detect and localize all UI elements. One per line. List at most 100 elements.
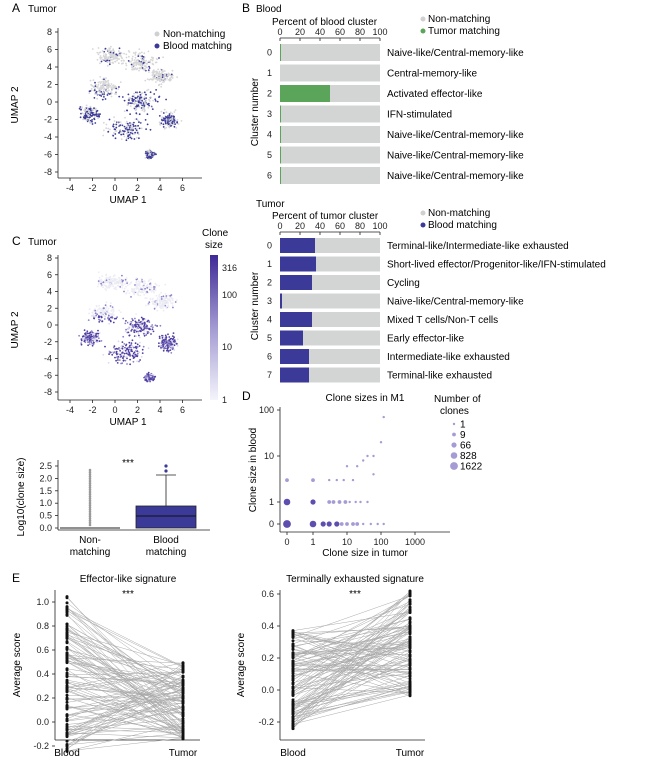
panel-d-xlabel: Clone size in tumor xyxy=(322,548,408,559)
bar-segment xyxy=(303,330,380,346)
scatter-point xyxy=(372,473,375,476)
legend-marker-non-matching xyxy=(154,31,160,37)
umap-ytick: 0 xyxy=(47,97,52,107)
cluster-name: Naive-like/Central-memory-like xyxy=(387,130,524,141)
panel-e-right-title: Terminally exhausted signature xyxy=(286,574,424,585)
panel-e-right-group-blood: Blood xyxy=(280,748,306,759)
scatter-ytick: 100 xyxy=(259,405,274,415)
cluster-name: Mixed T cells/Non-T cells xyxy=(387,315,498,326)
paired-left-ytick: 0.2 xyxy=(36,693,49,703)
boxplot-significance: *** xyxy=(122,458,134,469)
bar-xtick: 0 xyxy=(277,27,282,37)
boxplot-ytick: 1.5 xyxy=(39,486,52,496)
paired-right-ytick: 0.6 xyxy=(261,589,274,599)
panel-a-ylabel: UMAP 2 xyxy=(10,86,21,123)
umap-ytick: -4 xyxy=(44,354,52,364)
panel-a-xlabel: UMAP 1 xyxy=(109,195,146,206)
umap-xtick: 2 xyxy=(135,405,140,415)
umap-ytick: 6 xyxy=(47,270,52,280)
scatter-point xyxy=(334,521,340,527)
umap-a-xticks: -4 -2 0 2 4 6 xyxy=(66,178,185,193)
cluster-number: 6 xyxy=(267,171,272,181)
scatter-point xyxy=(311,478,315,482)
panel-b2-title: Tumor xyxy=(256,199,285,210)
umap-ytick: -2 xyxy=(44,115,52,125)
cluster-number: 2 xyxy=(267,278,272,288)
bar-segment xyxy=(281,105,380,123)
umap-ytick: 4 xyxy=(47,287,52,297)
bar-segment xyxy=(281,44,380,61)
bar-b-xticks: 0 20 40 60 80 100 xyxy=(277,27,388,41)
colorbar-tick-100: 100 xyxy=(222,290,237,300)
cluster-name: Naive-like/Central-memory-like xyxy=(387,48,524,59)
panel-b-ylabel: Cluster number xyxy=(250,77,261,146)
umap-ytick: -6 xyxy=(44,150,52,160)
umap-xtick: 4 xyxy=(157,405,162,415)
panel-d-legend-title-1: Number of xyxy=(434,394,481,405)
bar-segment xyxy=(280,367,309,383)
scatter-point xyxy=(320,521,326,527)
umap-ytick: -2 xyxy=(44,337,52,347)
bar-segment xyxy=(282,293,380,309)
bar-segment xyxy=(330,85,380,102)
scatter-point xyxy=(326,521,332,527)
cluster-number: 7 xyxy=(267,370,272,380)
bar-xtick: 60 xyxy=(335,221,345,231)
scatter-point xyxy=(376,522,379,526)
cluster-number: 5 xyxy=(267,150,272,160)
cluster-name: Naive-like/Central-memory-like xyxy=(387,151,524,162)
scatter-ytick: 1 xyxy=(269,497,274,507)
colorbar-tick-1: 1 xyxy=(222,395,227,405)
umap-ytick: 0 xyxy=(47,320,52,330)
paired-right-ytick: 0.2 xyxy=(261,653,274,663)
panel-b-axis-title: Percent of blood cluster xyxy=(272,17,378,28)
scatter-point xyxy=(382,522,385,526)
umap-ytick: 2 xyxy=(47,80,52,90)
cluster-name: Central-memory-like xyxy=(387,69,477,80)
scatter-point xyxy=(328,478,331,482)
boxplot-ytick: 2.0 xyxy=(39,473,52,483)
scatter-point xyxy=(342,478,345,482)
scatter-point xyxy=(283,520,291,528)
boxplot-ylabel: Log10(clone size) xyxy=(16,458,27,537)
paired-left-ytick: 0.6 xyxy=(36,645,49,655)
scatter-point xyxy=(343,500,348,504)
panel-c-legend-title-2: size xyxy=(205,240,223,251)
bar-xtick: 40 xyxy=(315,221,325,231)
scatter-point xyxy=(359,500,362,504)
scatter-legend-label: 66 xyxy=(460,441,472,452)
scatter-d-points xyxy=(283,415,385,528)
umap-xtick: -4 xyxy=(66,405,74,415)
cluster-number: 6 xyxy=(267,352,272,362)
panel-e-left-ylabel: Average score xyxy=(12,632,23,697)
cluster-number: 3 xyxy=(267,109,272,119)
scatter-point xyxy=(382,415,385,419)
cluster-name: Early effector-like xyxy=(387,334,465,345)
panel-e-right-significance: *** xyxy=(349,589,361,600)
umap-ytick: 4 xyxy=(47,62,52,72)
legend-marker-blood-matching xyxy=(154,43,160,49)
bar-segment xyxy=(309,349,380,364)
bar-segment xyxy=(280,64,380,82)
umap-xtick: -4 xyxy=(66,183,74,193)
colorbar-tick-316: 316 xyxy=(222,263,237,273)
cluster-number: 4 xyxy=(267,130,272,140)
bar-xtick: 0 xyxy=(277,221,282,231)
bar-segment xyxy=(280,349,309,364)
paired-left-ytick: 0.0 xyxy=(36,717,49,727)
umap-xtick: -2 xyxy=(88,183,96,193)
panel-e-left-significance: *** xyxy=(122,589,134,600)
umap-c-plot xyxy=(78,271,179,383)
bar-segment xyxy=(316,256,380,272)
umap-a-yticks: 8 6 4 2 0 -2 -4 -6 -8 xyxy=(44,27,58,177)
bar-xtick: 80 xyxy=(355,221,365,231)
cluster-name: Intermediate-like exhausted xyxy=(387,352,510,363)
panel-d-title: Clone sizes in M1 xyxy=(326,393,405,404)
cluster-number: 0 xyxy=(267,241,272,251)
panel-d-letter: D xyxy=(242,389,251,403)
umap-a-plot xyxy=(78,45,183,161)
scatter-ytick: 10 xyxy=(264,451,274,461)
bar-segment xyxy=(280,146,281,164)
